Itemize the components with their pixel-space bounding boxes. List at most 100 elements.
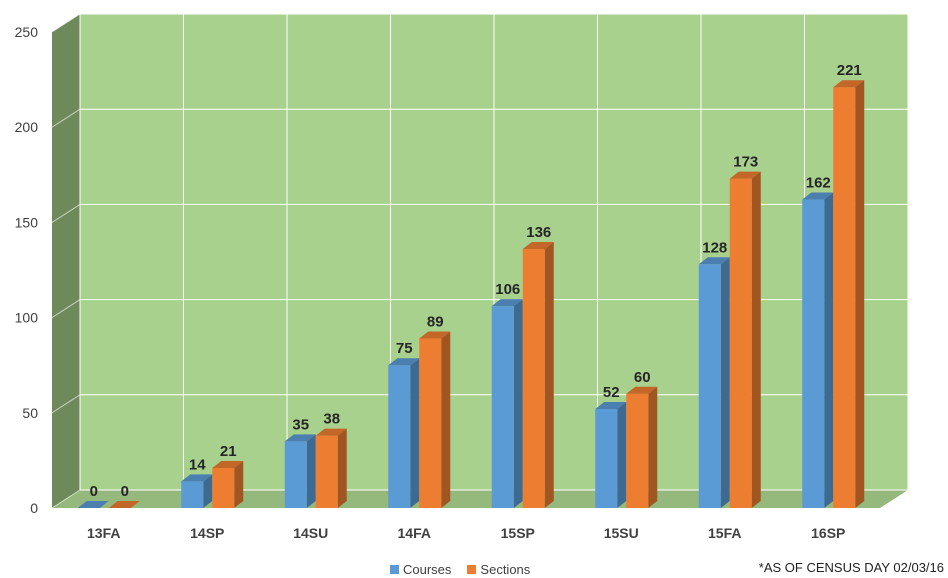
bar-front	[522, 249, 545, 508]
x-tick-label: 15FA	[708, 525, 741, 541]
bar-sections-13FA	[108, 501, 140, 508]
bar-courses-16SP	[802, 192, 834, 508]
bar-side	[751, 171, 761, 508]
gridline-side	[51, 299, 81, 319]
x-tick-label: 15SP	[501, 525, 535, 541]
y-tick-label: 100	[15, 310, 39, 326]
data-label-courses: 75	[396, 340, 413, 357]
bar-front	[626, 393, 649, 508]
y-tick-label: 200	[15, 119, 39, 135]
data-label-courses: 35	[292, 416, 309, 433]
gridline-side	[51, 203, 81, 223]
bar-front	[419, 338, 442, 508]
legend-swatch-sections	[467, 564, 477, 574]
bar-courses-13FA	[77, 501, 109, 508]
bar-top	[833, 80, 865, 88]
data-label-sections: 0	[121, 483, 129, 500]
legend-label-courses: Courses	[403, 561, 452, 577]
bar-sections-15FA	[729, 171, 761, 508]
bar-sections-14FA	[419, 331, 451, 508]
bar-side	[203, 474, 213, 508]
x-tick-label: 14FA	[398, 525, 431, 541]
bar-courses-15FA	[698, 257, 730, 508]
bar-front	[802, 199, 825, 508]
legend-label-sections: Sections	[480, 561, 531, 577]
bar-top	[315, 428, 347, 436]
bar-front	[833, 87, 856, 508]
bar-side	[306, 434, 316, 508]
bar-top	[212, 461, 244, 469]
y-axis-ticks: 0 50 100 150 200 250	[15, 24, 39, 516]
bar-top	[491, 299, 523, 307]
bar-top	[77, 501, 109, 508]
bar-courses-14SU	[284, 434, 316, 508]
bar-top	[181, 474, 213, 482]
gridline-side	[51, 13, 81, 33]
y-tick-label: 150	[15, 214, 39, 230]
bar-front	[315, 435, 338, 508]
gridline-side	[51, 394, 81, 414]
data-labels: 0 0 14 21 35 38 75 89 106 136 52 60 128 173 162 221	[90, 62, 862, 500]
data-label-courses: 128	[702, 239, 727, 256]
data-label-courses: 162	[806, 175, 831, 192]
bar-top	[419, 331, 451, 339]
bar-top	[284, 434, 316, 442]
bar-front	[181, 481, 204, 508]
bar-sections-15SP	[522, 242, 554, 508]
bar-front	[729, 178, 752, 508]
bar-side	[337, 428, 347, 508]
bar-courses-14FA	[388, 358, 420, 508]
legend-item-sections: Sections	[467, 562, 530, 577]
bars	[77, 80, 865, 508]
gridline-side	[51, 489, 81, 509]
data-label-courses: 0	[90, 483, 98, 500]
gridline-side	[51, 108, 81, 128]
bar-side	[648, 386, 658, 508]
bar-side	[617, 401, 627, 508]
bar-side	[720, 257, 730, 508]
bar-front	[595, 408, 618, 508]
bar-top	[388, 358, 420, 366]
bar-front	[388, 365, 411, 508]
bar-sections-16SP	[833, 80, 865, 508]
bar-front	[284, 441, 307, 508]
bar-front	[698, 264, 721, 508]
bar-courses-15SP	[491, 299, 523, 508]
data-label-sections: 60	[634, 369, 651, 386]
bar-front	[212, 468, 235, 508]
data-label-courses: 52	[603, 384, 620, 401]
data-label-sections: 89	[427, 314, 444, 331]
x-tick-label: 13FA	[87, 525, 120, 541]
side-wall	[52, 14, 80, 508]
data-label-sections: 221	[837, 62, 862, 79]
data-label-courses: 106	[495, 281, 520, 298]
data-label-courses: 14	[189, 456, 206, 473]
bar-side	[855, 80, 865, 508]
bar-top	[522, 242, 554, 250]
bar-top	[802, 192, 834, 200]
bar-sections-14SU	[315, 428, 347, 508]
bar-side	[824, 192, 834, 508]
bar-courses-14SP	[181, 474, 213, 508]
data-label-sections: 38	[323, 411, 340, 428]
x-tick-label: 15SU	[604, 525, 639, 541]
bar-sections-14SP	[212, 461, 244, 508]
bar-top	[698, 257, 730, 265]
x-tick-label: 14SP	[190, 525, 224, 541]
bar-side	[234, 461, 244, 508]
bar-side	[410, 358, 420, 508]
data-label-sections: 173	[733, 154, 758, 171]
y-tick-label: 0	[30, 500, 38, 516]
x-tick-label: 16SP	[811, 525, 845, 541]
y-tick-label: 250	[15, 24, 39, 40]
data-label-sections: 21	[220, 443, 237, 460]
bar-side	[544, 242, 554, 508]
data-label-sections: 136	[526, 224, 551, 241]
legend-swatch-courses	[390, 564, 399, 574]
census-footnote: *AS OF CENSUS DAY 02/03/16	[758, 560, 944, 575]
legend: Courses Sections	[390, 560, 530, 578]
plot-area	[52, 14, 908, 508]
bar-side	[513, 299, 523, 508]
y-tick-label: 50	[22, 405, 38, 421]
